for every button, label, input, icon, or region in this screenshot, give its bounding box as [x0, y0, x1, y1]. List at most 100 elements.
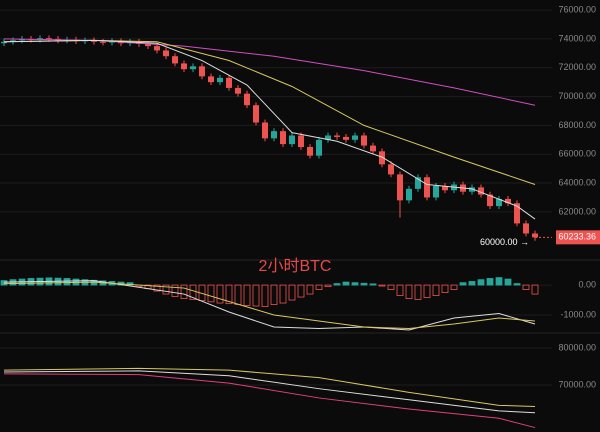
chart-title: 2小时BTC: [259, 257, 332, 275]
candle-body: [442, 185, 448, 191]
indicator-line: [3, 367, 536, 407]
histogram-bar: [396, 284, 404, 296]
candle-body: [280, 131, 286, 145]
histogram-bar: [162, 284, 170, 295]
y-tick-label: 0.00: [578, 279, 596, 289]
candle-body: [100, 41, 106, 43]
y-tick-label: 74000.00: [558, 33, 596, 43]
candle-body: [379, 151, 385, 165]
histogram-bar: [387, 284, 395, 290]
indicator-line: [3, 370, 536, 414]
candle-body: [352, 135, 358, 140]
candle-body: [496, 198, 502, 207]
candle-body: [190, 66, 196, 70]
y-tick-label: 70000.00: [558, 91, 596, 101]
candle-body: [505, 198, 511, 204]
y-tick-label: 68000.00: [558, 120, 596, 130]
histogram-bar: [477, 279, 485, 286]
histogram-bar: [522, 284, 530, 290]
candle-body: [163, 50, 169, 57]
y-tick-label: 72000.00: [558, 62, 596, 72]
histogram-bar: [468, 281, 476, 286]
histogram-bar: [459, 282, 467, 286]
y-tick-label: 62000.00: [558, 206, 596, 216]
candle-body: [334, 135, 340, 137]
histogram-bar: [369, 283, 377, 286]
candle-body: [244, 93, 250, 106]
y-tick-label: 80000.00: [558, 342, 596, 352]
candle-body: [406, 188, 412, 201]
histogram-bar: [171, 284, 179, 297]
candle-body: [316, 139, 322, 156]
histogram-bar: [225, 284, 233, 305]
histogram-bar: [333, 283, 341, 286]
histogram-bar: [207, 284, 215, 303]
candle-body: [298, 135, 304, 148]
candle-body: [478, 187, 484, 195]
last-price-label: 60233.36: [558, 232, 596, 242]
candle-body: [37, 38, 43, 40]
candle-body: [217, 77, 223, 83]
indicator-line: [3, 281, 536, 330]
candle-body: [46, 38, 52, 40]
histogram-bar: [180, 284, 188, 299]
candle-body: [424, 177, 430, 198]
candle-body: [10, 40, 16, 42]
histogram-bar: [297, 284, 305, 298]
y-tick-label: 64000.00: [558, 177, 596, 187]
y-tick-label: 70000.00: [558, 379, 596, 389]
indicator-line: [3, 373, 536, 429]
candle-body: [154, 46, 160, 51]
candle-body: [289, 135, 295, 145]
candle-body: [253, 105, 259, 123]
y-tick-label: 76000.00: [558, 4, 596, 14]
candle-body: [487, 194, 493, 207]
candle-body: [145, 43, 151, 47]
histogram-bar: [306, 284, 314, 295]
histogram-bar: [243, 284, 251, 306]
histogram-bar: [270, 284, 278, 305]
candle-body: [172, 56, 178, 64]
candle-body: [91, 40, 97, 42]
indicator-line: [3, 280, 536, 331]
candle-body: [262, 122, 268, 139]
histogram-bar: [216, 284, 224, 304]
candle-body: [307, 147, 313, 156]
candle-body: [1, 41, 7, 44]
histogram-bar: [261, 284, 269, 308]
low-marker: 60000.00 →: [480, 237, 529, 247]
candle-body: [433, 185, 439, 198]
histogram-bar: [450, 284, 458, 290]
histogram-bar: [153, 284, 161, 292]
histogram-bar: [405, 284, 413, 299]
candle-body: [388, 164, 394, 175]
candle-body: [271, 131, 277, 139]
histogram-bar: [423, 284, 431, 299]
candle-body: [415, 177, 421, 189]
histogram-bar: [486, 278, 494, 286]
indicator-line: [3, 39, 536, 220]
y-tick-label: -1000.00: [560, 309, 596, 319]
histogram-bar: [324, 284, 332, 287]
candle-body: [208, 76, 214, 83]
last-price-box: [556, 230, 600, 245]
candle-body: [361, 135, 367, 146]
histogram-bar: [0, 280, 8, 286]
histogram-bar: [441, 284, 449, 293]
candle-body: [397, 174, 403, 201]
histogram-bar: [504, 278, 512, 286]
candle-body: [181, 63, 187, 70]
candle-body: [532, 233, 538, 238]
histogram-bar: [63, 278, 71, 286]
candle-body: [199, 66, 205, 77]
histogram-bar: [351, 282, 359, 286]
candle-body: [523, 223, 529, 234]
candle-body: [226, 77, 232, 88]
histogram-bar: [288, 284, 296, 301]
histogram-bar: [378, 284, 386, 287]
histogram-bar: [531, 284, 539, 295]
histogram-bar: [279, 284, 287, 304]
candle-body: [514, 203, 520, 224]
